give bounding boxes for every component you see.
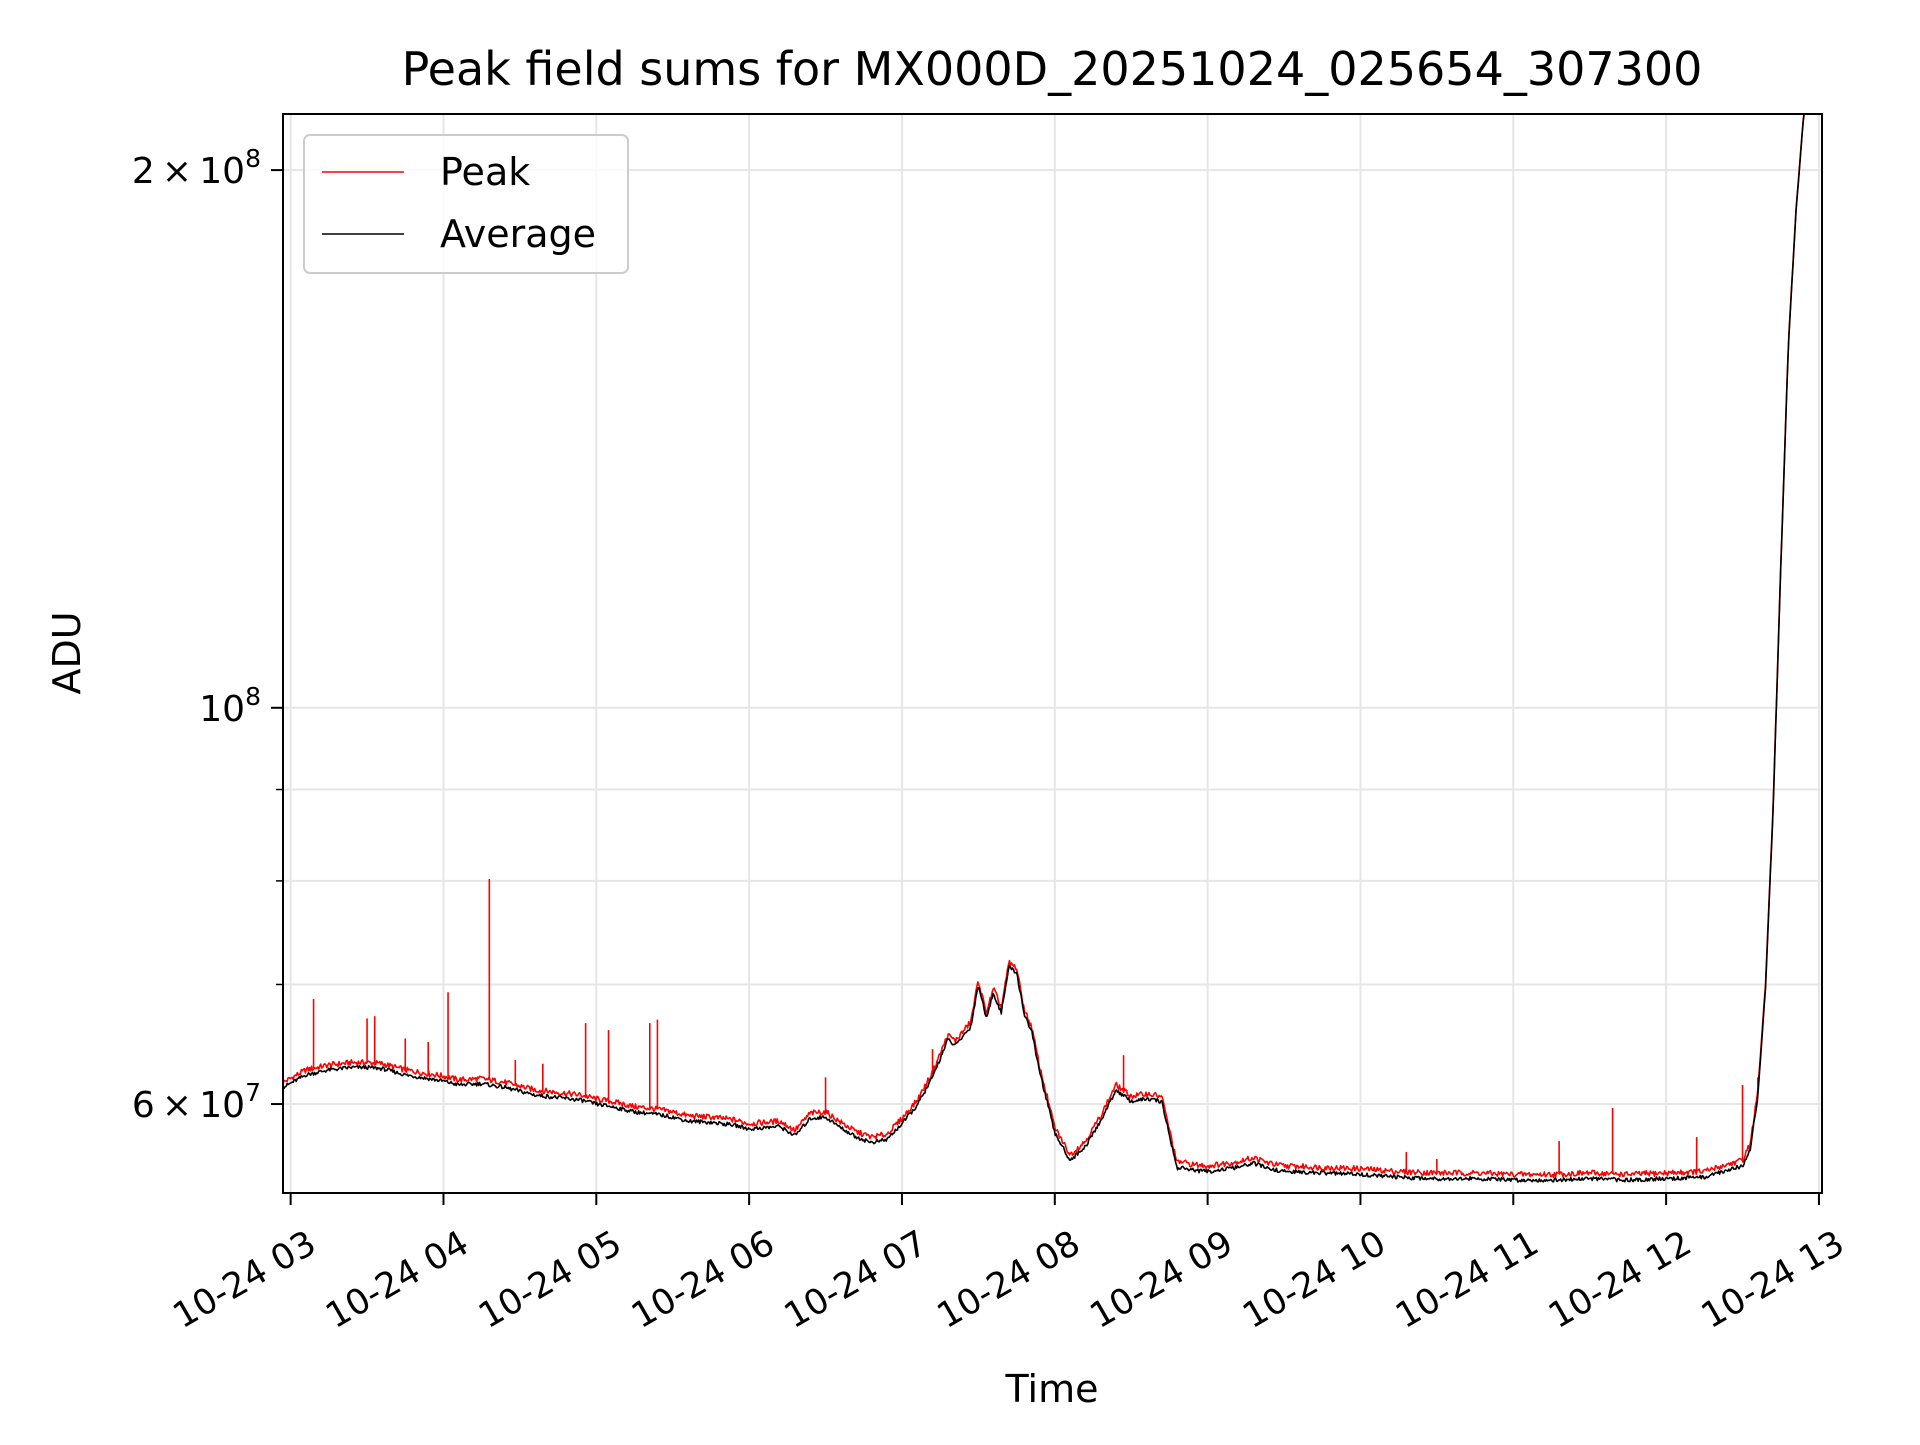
y-tick-label-base: 2 × 10 (132, 151, 245, 192)
axes-frame (282, 113, 1823, 1194)
y-tick-label: 108 (199, 682, 261, 730)
series-line-average (283, 114, 1805, 1183)
y-tick-label-exponent: 8 (245, 144, 261, 173)
x-axis-label: Time (1005, 1367, 1099, 1411)
y-tick-label-exponent: 7 (245, 1078, 261, 1107)
legend: Peak Average (303, 134, 629, 274)
y-tick-label: 2 × 108 (132, 144, 261, 192)
legend-label-average: Average (440, 212, 596, 256)
legend-box (303, 134, 629, 274)
y-tick-label-base: 6 × 10 (132, 1085, 245, 1126)
chart-title: Peak field sums for MX000D_20251024_0256… (402, 42, 1703, 96)
grid (283, 114, 1822, 1193)
series-line-peak (283, 114, 1805, 1178)
y-tick-label-base: 10 (199, 689, 245, 730)
y-axis-label: ADU (45, 611, 89, 694)
legend-label-peak: Peak (440, 150, 530, 194)
y-tick-label-exponent: 8 (245, 682, 261, 711)
series-layer (283, 114, 1805, 1183)
y-tick-label: 6 × 107 (132, 1078, 261, 1126)
